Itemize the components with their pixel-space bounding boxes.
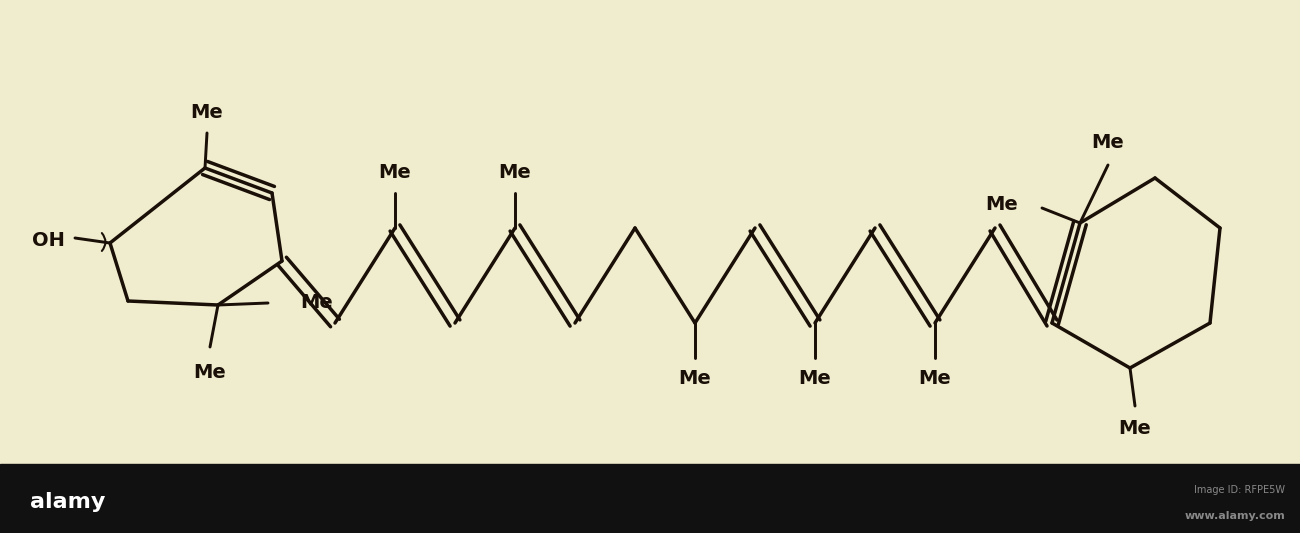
Text: Me: Me	[679, 368, 711, 387]
Text: Me: Me	[798, 368, 832, 387]
Text: Me: Me	[985, 196, 1018, 214]
Text: Me: Me	[194, 364, 226, 383]
Text: Me: Me	[300, 294, 333, 312]
Text: Me: Me	[499, 164, 532, 182]
Text: Image ID: RFPE5W: Image ID: RFPE5W	[1193, 485, 1284, 495]
Text: Me: Me	[1092, 133, 1124, 152]
Text: OH: OH	[31, 231, 65, 251]
Text: alamy: alamy	[30, 492, 105, 512]
Bar	[0, 464, 1300, 533]
Text: Me: Me	[378, 164, 411, 182]
Text: Me: Me	[919, 368, 952, 387]
Text: Me: Me	[191, 103, 224, 123]
Text: www.alamy.com: www.alamy.com	[1184, 511, 1284, 521]
Text: Me: Me	[1118, 418, 1152, 438]
